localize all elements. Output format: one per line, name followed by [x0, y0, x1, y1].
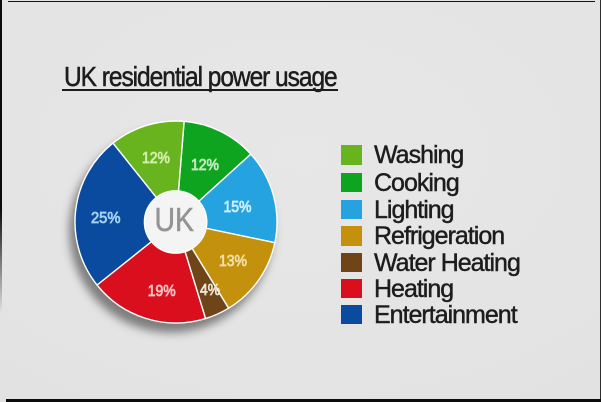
- svg-text:UK: UK: [155, 201, 195, 238]
- svg-text:15%: 15%: [224, 199, 252, 216]
- svg-text:13%: 13%: [219, 253, 247, 270]
- svg-text:25%: 25%: [91, 210, 121, 227]
- svg-text:4%: 4%: [200, 282, 220, 299]
- svg-text:12%: 12%: [142, 150, 170, 167]
- svg-text:12%: 12%: [191, 157, 219, 174]
- svg-text:19%: 19%: [148, 283, 176, 300]
